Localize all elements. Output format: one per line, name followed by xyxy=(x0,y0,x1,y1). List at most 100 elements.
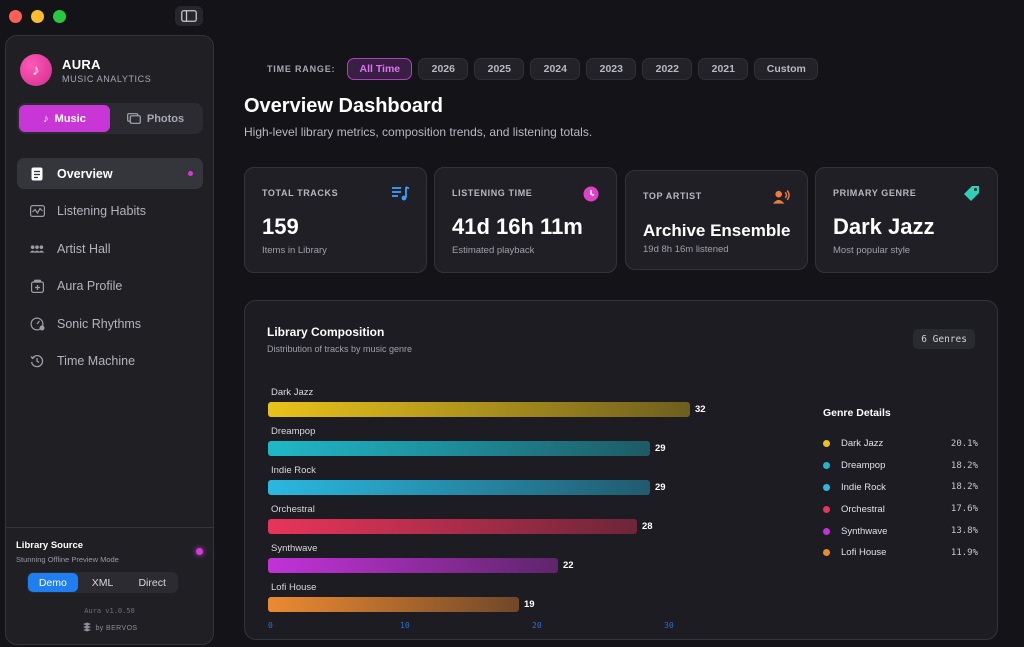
stat-label: LISTENING TIME xyxy=(452,188,533,198)
stat-label: TOP ARTIST xyxy=(643,191,702,201)
bar[interactable] xyxy=(268,441,650,456)
stat-card-total-tracks: TOTAL TRACKS 159 Items in Library xyxy=(244,167,427,273)
bar-value-label: 28 xyxy=(642,521,653,532)
people-icon xyxy=(29,241,45,257)
bar-label: Lofi House xyxy=(271,582,317,593)
close-window-button[interactable] xyxy=(9,10,22,23)
x-axis-tick-label: 20 xyxy=(532,621,542,630)
stat-card-primary-genre: PRIMARY GENRE Dark Jazz Most popular sty… xyxy=(815,167,998,273)
legend-label: Dreampop xyxy=(841,460,886,472)
time-range-2023[interactable]: 2023 xyxy=(586,58,637,80)
sidebar-item-aura-profile[interactable]: Aura Profile xyxy=(17,271,203,302)
source-demo-button[interactable]: Demo xyxy=(28,573,78,592)
bar-row: Dreampop 29 xyxy=(268,426,778,465)
stat-value: 41d 16h 11m xyxy=(452,214,583,239)
legend-label: Orchestral xyxy=(841,503,885,515)
brand-name: AURA xyxy=(62,56,101,72)
legend-item: Indie Rock 18.2% xyxy=(823,477,978,499)
gauge-icon xyxy=(29,316,45,332)
bar[interactable] xyxy=(268,519,637,534)
legend-color-dot xyxy=(823,462,830,470)
time-range-2024[interactable]: 2024 xyxy=(530,58,581,80)
sidebar: ♪ AURA MUSIC ANALYTICS ♪ Music Photos xyxy=(5,35,214,645)
bar[interactable] xyxy=(268,402,690,417)
sidebar-item-label: Listening Habits xyxy=(57,204,146,218)
photos-icon xyxy=(126,113,141,124)
legend-percentage: 18.2% xyxy=(950,460,978,471)
sidebar-item-artist-hall[interactable]: Artist Hall xyxy=(17,233,203,264)
legend-percentage: 17.6% xyxy=(950,504,978,515)
music-note-icon: ♪ xyxy=(43,112,49,125)
byline-text: by BERVOS xyxy=(95,624,138,632)
stat-label: TOTAL TRACKS xyxy=(262,188,339,198)
time-range-2021[interactable]: 2021 xyxy=(698,58,749,80)
bar-value-label: 29 xyxy=(655,443,666,454)
byline: by BERVOS xyxy=(6,622,213,634)
time-range-custom[interactable]: Custom xyxy=(754,58,819,80)
source-direct-button[interactable]: Direct xyxy=(138,576,166,589)
legend-color-dot xyxy=(823,505,830,513)
stat-sub: 19d 8h 16m listened xyxy=(643,244,729,255)
zoom-window-button[interactable] xyxy=(53,10,66,23)
stat-sub: Items in Library xyxy=(262,245,327,256)
legend-percentage: 18.2% xyxy=(950,482,978,493)
sidebar-item-sonic-rhythms[interactable]: Sonic Rhythms xyxy=(17,308,203,339)
page-title: Overview Dashboard xyxy=(244,95,443,117)
stat-value: Dark Jazz xyxy=(833,214,935,239)
legend-color-dot xyxy=(823,549,830,557)
bar-value-label: 32 xyxy=(695,404,706,415)
sidebar-item-label: Time Machine xyxy=(57,354,136,368)
mode-music-button[interactable]: ♪ Music xyxy=(19,105,110,132)
composition-title: Library Composition xyxy=(267,325,385,339)
bar-label: Indie Rock xyxy=(271,465,316,476)
bar[interactable] xyxy=(268,597,519,612)
music-note-logo-icon: ♪ xyxy=(20,54,52,86)
sidebar-item-overview[interactable]: Overview xyxy=(17,158,203,189)
brand: ♪ AURA MUSIC ANALYTICS xyxy=(20,54,151,86)
document-icon xyxy=(29,166,45,182)
sidebar-item-time-machine[interactable]: Time Machine xyxy=(17,346,203,377)
sidebar-item-label: Sonic Rhythms xyxy=(57,316,142,331)
sidebar-item-listening-habits[interactable]: Listening Habits xyxy=(17,196,203,227)
stat-value: 159 xyxy=(262,214,299,239)
legend-item: Lofi House 11.9% xyxy=(823,542,978,564)
playlist-icon xyxy=(392,185,409,202)
activity-chart-icon xyxy=(29,203,45,219)
stat-sub: Most popular style xyxy=(833,245,911,256)
sidebar-toggle-button[interactable] xyxy=(175,6,203,26)
genre-details-legend: Genre Details Dark Jazz 20.1% Dreampop 18.2… xyxy=(823,407,978,564)
sidebar-item-label: Overview xyxy=(57,166,113,181)
artist-speaking-icon xyxy=(773,188,790,205)
x-axis-tick-label: 10 xyxy=(400,621,410,630)
clock-icon xyxy=(582,185,599,202)
bar-value-label: 29 xyxy=(655,482,666,493)
genre-count-badge: 6 Genres xyxy=(913,329,975,349)
time-range-2025[interactable]: 2025 xyxy=(474,58,525,80)
time-range-2022[interactable]: 2022 xyxy=(642,58,693,80)
history-icon xyxy=(29,353,45,369)
stat-card-listening-time: LISTENING TIME 41d 16h 11m Estimated pla… xyxy=(434,167,617,273)
source-xml-button[interactable]: XML xyxy=(91,576,114,589)
time-range-all-time[interactable]: All Time xyxy=(347,58,413,80)
legend-color-dot xyxy=(823,440,830,448)
bar[interactable] xyxy=(268,558,558,573)
mode-photos-button[interactable]: Photos xyxy=(110,105,201,132)
bar-row: Indie Rock 29 xyxy=(268,465,778,504)
mode-photos-label: Photos xyxy=(146,112,185,125)
window-controls xyxy=(9,10,66,23)
library-source-panel: Library Source Stunning Offline Preview … xyxy=(6,527,213,644)
time-range-2026[interactable]: 2026 xyxy=(418,58,469,80)
bar[interactable] xyxy=(268,480,650,495)
genre-bar-chart: Dark Jazz 32 Dreampop 29 Indie Rock 29 Orchest… xyxy=(268,387,778,621)
legend-item: Dreampop 18.2% xyxy=(823,455,978,477)
stat-card-top-artist: TOP ARTIST Archive Ensemble 19d 8h 16m l… xyxy=(625,170,808,270)
minimize-window-button[interactable] xyxy=(31,10,44,23)
stat-sub: Estimated playback xyxy=(452,245,535,256)
bar-row: Orchestral 28 xyxy=(268,504,778,543)
brand-subtitle: MUSIC ANALYTICS xyxy=(62,73,152,84)
sidebar-item-label: Artist Hall xyxy=(57,241,111,256)
composition-subtitle: Distribution of tracks by music genre xyxy=(267,344,413,354)
x-axis-ticks: 0 10 20 30 xyxy=(268,621,778,633)
status-indicator-dot xyxy=(196,548,203,555)
